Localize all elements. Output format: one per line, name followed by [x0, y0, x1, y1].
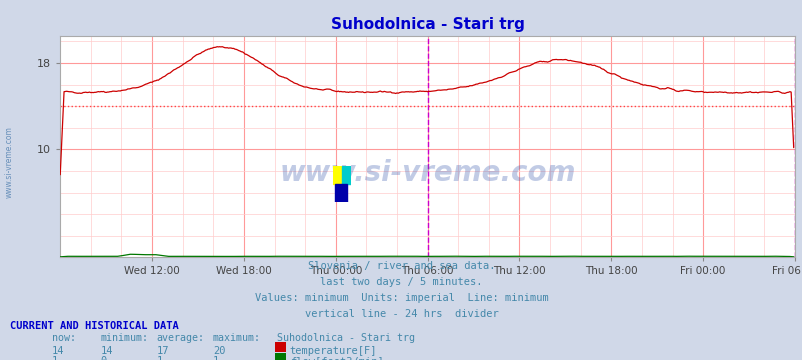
Text: last two days / 5 minutes.: last two days / 5 minutes.	[320, 277, 482, 287]
Text: maximum:: maximum:	[213, 333, 261, 343]
Text: www.si-vreme.com: www.si-vreme.com	[5, 126, 14, 198]
Bar	[333, 166, 342, 184]
Text: 1: 1	[52, 356, 59, 360]
Text: average:: average:	[156, 333, 205, 343]
Text: Values: minimum  Units: imperial  Line: minimum: Values: minimum Units: imperial Line: mi…	[254, 293, 548, 303]
Text: 14: 14	[52, 346, 65, 356]
Text: temperature[F]: temperature[F]	[290, 346, 377, 356]
Text: minimum:: minimum:	[100, 333, 148, 343]
Text: Suhodolnica - Stari trg: Suhodolnica - Stari trg	[277, 333, 415, 343]
Text: flow[foot3/min]: flow[foot3/min]	[290, 356, 383, 360]
Title: Suhodolnica - Stari trg: Suhodolnica - Stari trg	[330, 17, 524, 32]
Text: 1: 1	[156, 356, 163, 360]
Bar	[342, 166, 350, 184]
Text: Slovenia / river and sea data.: Slovenia / river and sea data.	[307, 261, 495, 271]
Text: CURRENT AND HISTORICAL DATA: CURRENT AND HISTORICAL DATA	[10, 321, 179, 331]
Text: 14: 14	[100, 346, 113, 356]
Text: 20: 20	[213, 346, 225, 356]
Text: now:: now:	[52, 333, 76, 343]
Text: www.si-vreme.com: www.si-vreme.com	[279, 159, 575, 187]
Text: 17: 17	[156, 346, 169, 356]
Bar	[334, 184, 347, 202]
Text: 1: 1	[213, 356, 219, 360]
Text: 0: 0	[100, 356, 107, 360]
Text: vertical line - 24 hrs  divider: vertical line - 24 hrs divider	[304, 309, 498, 319]
